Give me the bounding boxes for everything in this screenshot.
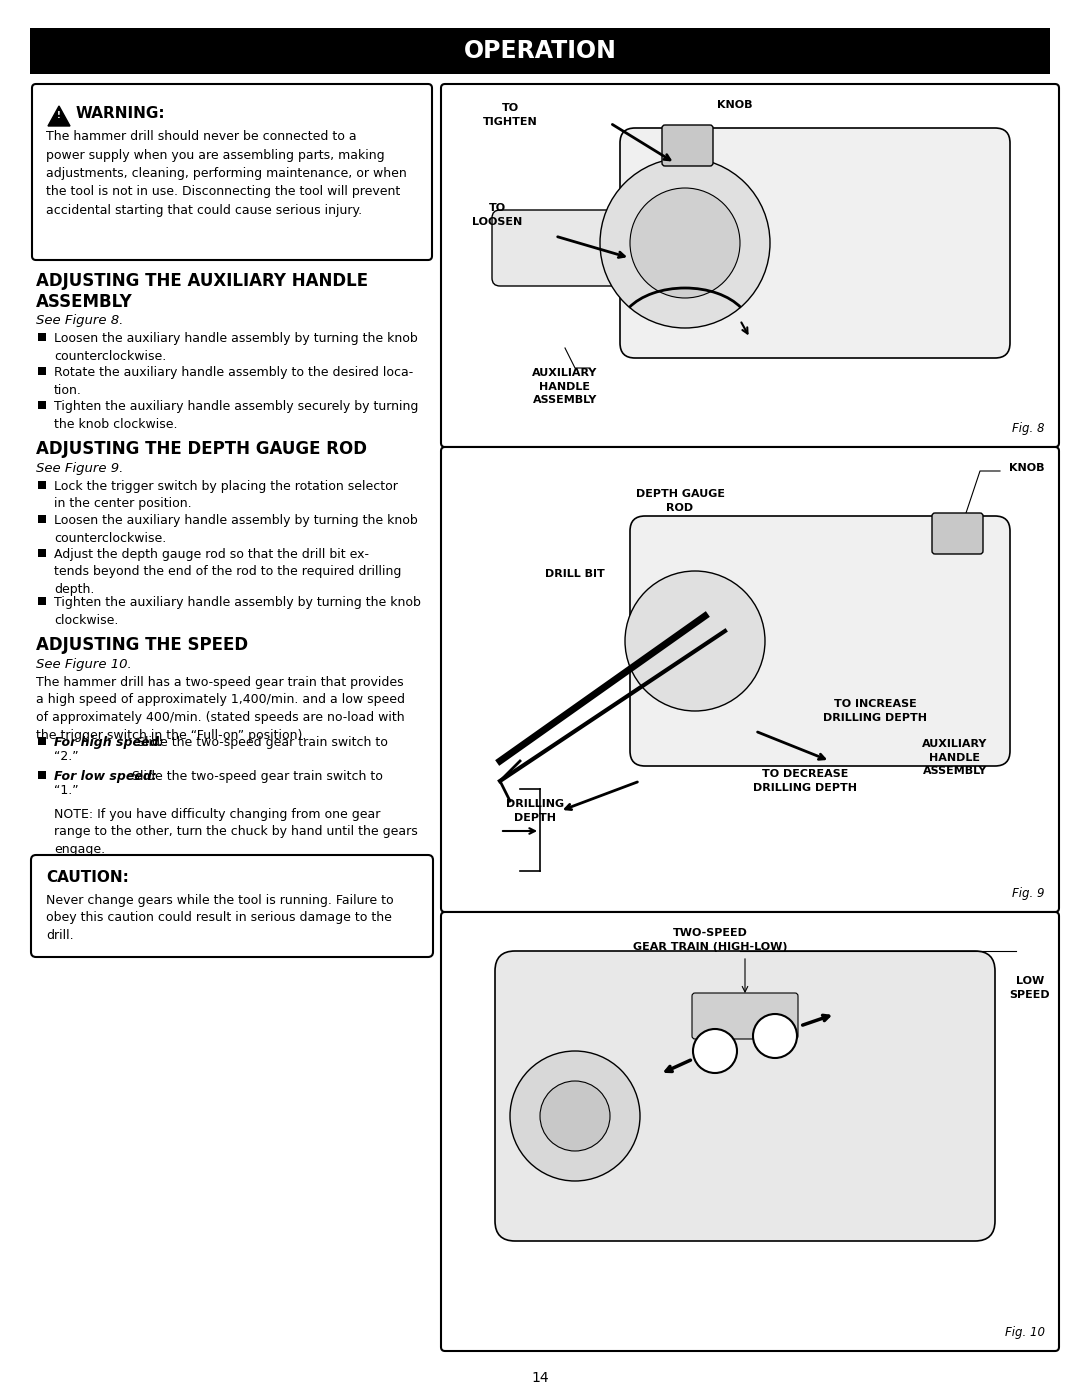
Text: LOW
SPEED: LOW SPEED <box>1010 977 1051 1000</box>
FancyBboxPatch shape <box>32 84 432 260</box>
Text: The hammer drill has a two-speed gear train that provides
a high speed of approx: The hammer drill has a two-speed gear tr… <box>36 676 405 742</box>
Text: AUXILIARY
HANDLE
ASSEMBLY: AUXILIARY HANDLE ASSEMBLY <box>922 739 988 777</box>
Text: Fig. 10: Fig. 10 <box>1005 1326 1045 1338</box>
Text: 2: 2 <box>708 1042 721 1060</box>
FancyBboxPatch shape <box>662 124 713 166</box>
Text: KNOB: KNOB <box>1010 462 1045 474</box>
Text: Never change gears while the tool is running. Failure to
obey this caution could: Never change gears while the tool is run… <box>46 894 393 942</box>
FancyBboxPatch shape <box>38 367 46 374</box>
FancyBboxPatch shape <box>31 855 433 957</box>
Circle shape <box>625 571 765 711</box>
Text: “2.”: “2.” <box>54 750 79 763</box>
Text: DRILL BIT: DRILL BIT <box>545 569 605 578</box>
Text: “1.”: “1.” <box>54 784 79 798</box>
FancyBboxPatch shape <box>441 447 1059 912</box>
Text: TO
LOOSEN: TO LOOSEN <box>472 203 522 226</box>
FancyBboxPatch shape <box>932 513 983 555</box>
Text: ADJUSTING THE DEPTH GAUGE ROD: ADJUSTING THE DEPTH GAUGE ROD <box>36 440 367 458</box>
Text: 14: 14 <box>531 1370 549 1384</box>
Text: ADJUSTING THE AUXILIARY HANDLE
ASSEMBLY: ADJUSTING THE AUXILIARY HANDLE ASSEMBLY <box>36 272 368 310</box>
FancyBboxPatch shape <box>38 597 46 605</box>
Text: Tighten the auxiliary handle assembly by turning the knob
clockwise.: Tighten the auxiliary handle assembly by… <box>54 597 421 626</box>
Text: Fig. 9: Fig. 9 <box>1013 887 1045 900</box>
FancyBboxPatch shape <box>630 515 1010 766</box>
FancyBboxPatch shape <box>38 549 46 557</box>
Text: DRILLING
DEPTH: DRILLING DEPTH <box>505 799 564 823</box>
Text: See Figure 10.: See Figure 10. <box>36 658 132 671</box>
Circle shape <box>693 1030 737 1073</box>
FancyBboxPatch shape <box>30 28 1050 74</box>
Text: For low speed:: For low speed: <box>54 770 157 782</box>
Text: OPERATION: OPERATION <box>463 39 617 63</box>
Text: TO DECREASE
DRILLING DEPTH: TO DECREASE DRILLING DEPTH <box>753 768 858 792</box>
Text: See Figure 9.: See Figure 9. <box>36 462 123 475</box>
Text: For high speed:: For high speed: <box>54 736 163 749</box>
FancyBboxPatch shape <box>441 912 1059 1351</box>
FancyBboxPatch shape <box>38 401 46 409</box>
Text: Fig. 8: Fig. 8 <box>1013 422 1045 434</box>
Text: Slide the two-speed gear train switch to: Slide the two-speed gear train switch to <box>133 736 388 749</box>
Text: KNOB: KNOB <box>717 101 753 110</box>
FancyBboxPatch shape <box>492 210 708 286</box>
Text: TO
TIGHTEN: TO TIGHTEN <box>483 103 538 127</box>
Circle shape <box>510 1051 640 1180</box>
FancyBboxPatch shape <box>38 481 46 489</box>
Text: CAUTION:: CAUTION: <box>46 870 129 886</box>
Text: TWO-SPEED
GEAR TRAIN (HIGH-LOW): TWO-SPEED GEAR TRAIN (HIGH-LOW) <box>633 928 787 951</box>
FancyBboxPatch shape <box>692 993 798 1039</box>
FancyBboxPatch shape <box>38 515 46 522</box>
Text: Slide the two-speed gear train switch to: Slide the two-speed gear train switch to <box>129 770 383 782</box>
Text: Rotate the auxiliary handle assembly to the desired loca-
tion.: Rotate the auxiliary handle assembly to … <box>54 366 414 397</box>
Circle shape <box>753 1014 797 1058</box>
FancyBboxPatch shape <box>620 129 1010 358</box>
Text: Loosen the auxiliary handle assembly by turning the knob
counterclockwise.: Loosen the auxiliary handle assembly by … <box>54 332 418 362</box>
Text: See Figure 8.: See Figure 8. <box>36 314 123 327</box>
Text: AUXILIARY
HANDLE
ASSEMBLY: AUXILIARY HANDLE ASSEMBLY <box>532 367 597 405</box>
Text: The hammer drill should never be connected to a
power supply when you are assemb: The hammer drill should never be connect… <box>46 130 407 217</box>
Text: Loosen the auxiliary handle assembly by turning the knob
counterclockwise.: Loosen the auxiliary handle assembly by … <box>54 514 418 545</box>
Circle shape <box>630 189 740 298</box>
Text: TO INCREASE
DRILLING DEPTH: TO INCREASE DRILLING DEPTH <box>823 698 927 722</box>
Text: Tighten the auxiliary handle assembly securely by turning
the knob clockwise.: Tighten the auxiliary handle assembly se… <box>54 400 418 430</box>
Circle shape <box>540 1081 610 1151</box>
Text: 1: 1 <box>769 1027 781 1045</box>
FancyBboxPatch shape <box>441 84 1059 447</box>
Polygon shape <box>48 106 70 126</box>
Text: DEPTH GAUGE
ROD: DEPTH GAUGE ROD <box>635 489 725 513</box>
Text: WARNING:: WARNING: <box>76 106 165 122</box>
Text: HIGH
SPEED: HIGH SPEED <box>525 1091 565 1115</box>
FancyBboxPatch shape <box>38 771 46 780</box>
Text: !: ! <box>57 110 60 120</box>
FancyBboxPatch shape <box>495 951 995 1241</box>
Circle shape <box>600 158 770 328</box>
FancyBboxPatch shape <box>38 738 46 745</box>
FancyBboxPatch shape <box>38 332 46 341</box>
Text: NOTE: If you have difficulty changing from one gear
range to the other, turn the: NOTE: If you have difficulty changing fr… <box>54 807 418 856</box>
Text: Adjust the depth gauge rod so that the drill bit ex-
tends beyond the end of the: Adjust the depth gauge rod so that the d… <box>54 548 402 597</box>
Text: ADJUSTING THE SPEED: ADJUSTING THE SPEED <box>36 636 248 654</box>
Text: Lock the trigger switch by placing the rotation selector
in the center position.: Lock the trigger switch by placing the r… <box>54 481 397 510</box>
